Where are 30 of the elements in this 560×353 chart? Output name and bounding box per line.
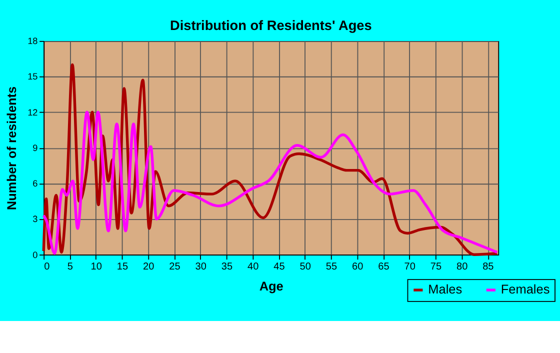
y-tick-label: 0 [32,250,38,260]
x-tick-label: 50 [300,262,312,273]
y-tick-label: 15 [28,72,38,82]
x-tick-label: 10 [90,262,102,273]
x-tick-label: 20 [143,262,155,273]
legend-label: Males [428,282,462,297]
legend-label: Females [500,282,550,297]
x-tick-label: 65 [378,262,390,273]
x-tick-label: 0 [44,262,50,273]
x-tick-label: 75 [430,262,442,273]
x-tick-label: 25 [169,262,181,273]
x-tick-label: 55 [326,262,338,273]
x-tick-label: 40 [248,262,260,273]
x-tick-label: 85 [482,262,494,273]
x-tick-label: 70 [404,262,416,273]
chart-title: Distribution of Residents' Ages [170,18,372,34]
x-tick-label: 15 [116,262,128,273]
y-tick-label: 3 [32,214,38,224]
y-tick-label: 9 [32,142,38,153]
x-tick-label: 80 [456,262,468,273]
y-tick-label: 18 [28,36,38,46]
x-tick-label: 35 [221,262,233,273]
x-tick-label: 30 [195,262,207,273]
y-axis-title: Number of residents [4,86,19,210]
y-tick-label: 6 [32,178,38,189]
x-tick-label: 60 [352,262,364,273]
x-tick-label: 45 [274,262,286,273]
y-tick-label: 12 [28,107,38,118]
x-axis-title: Age [259,278,284,294]
x-tick-label: 5 [67,262,74,273]
